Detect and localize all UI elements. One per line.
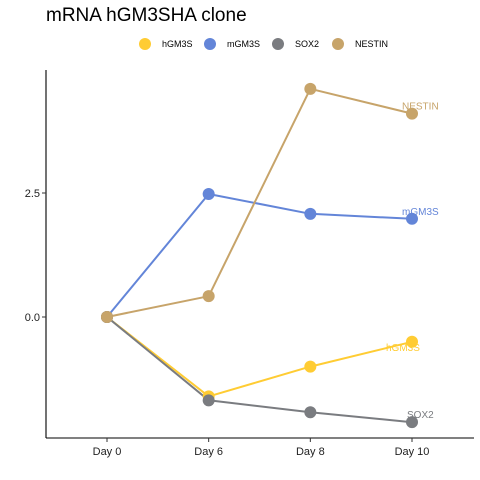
legend-label: SOX2 (295, 39, 319, 49)
data-point-nestin (304, 82, 317, 95)
legend-item-sox2: SOX2 (272, 38, 319, 50)
series-line-hgm3s (106, 316, 413, 398)
end-label-sox2: SOX2 (407, 410, 434, 421)
series-layer: hGM3S mGM3S SOX2 NESTIN (101, 82, 439, 429)
end-label-nestin: NESTIN (402, 102, 439, 113)
end-label-hgm3s: hGM3S (386, 343, 420, 354)
legend-swatch (204, 38, 216, 50)
legend-swatch (139, 38, 151, 50)
legend-item-hgm3s: hGM3S (139, 38, 193, 50)
data-point-sox2 (202, 394, 215, 407)
legend-label: NESTIN (355, 39, 388, 49)
data-point-nestin (202, 290, 215, 303)
legend-swatch (272, 38, 284, 50)
data-point-mgm3s (202, 187, 215, 200)
series-line-nestin (106, 87, 413, 318)
x-tick-label: Day 6 (194, 446, 223, 458)
legend-label: mGM3S (227, 39, 260, 49)
x-tick-label: Day 10 (395, 446, 430, 458)
x-tick-label: Day 0 (93, 446, 122, 458)
x-tick-label: Day 8 (296, 446, 325, 458)
legend-swatch (332, 38, 344, 50)
data-point-nestin (101, 311, 113, 323)
data-point-mgm3s (406, 212, 418, 225)
legend-item-nestin: NESTIN (332, 38, 388, 50)
data-point-hgm3s (304, 360, 317, 373)
series-line-mgm3s (106, 193, 413, 318)
end-label-mgm3s: mGM3S (402, 207, 439, 218)
chart-title: mRNA hGM3SHA clone (46, 5, 247, 26)
legend-item-mgm3s: mGM3S (204, 38, 260, 50)
series-line-sox2 (106, 316, 413, 424)
axes: Day 0 Day 6 Day 8 Day 10 0.0 2.5 (25, 70, 474, 458)
data-point-sox2 (304, 406, 317, 419)
data-point-hgm3s (406, 335, 418, 348)
y-tick-label: 2.5 (25, 188, 40, 200)
data-point-sox2 (406, 416, 418, 429)
legend-label: hGM3S (162, 39, 193, 49)
data-point-mgm3s (304, 207, 317, 220)
legend: hGM3S mGM3S SOX2 NESTIN (139, 38, 388, 50)
data-point-nestin (406, 107, 418, 120)
y-tick-label: 0.0 (25, 312, 40, 324)
